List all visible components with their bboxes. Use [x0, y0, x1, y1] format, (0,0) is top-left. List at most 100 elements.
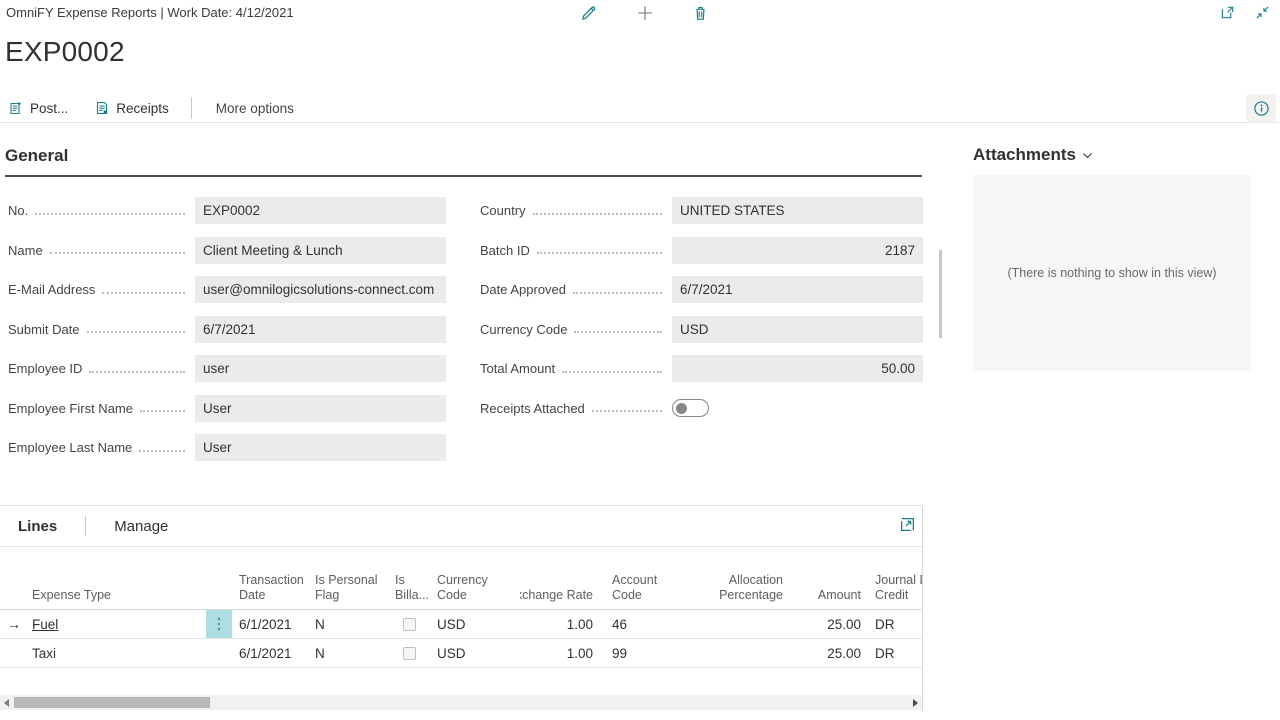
cell-expense-type[interactable]: Taxi [32, 645, 57, 661]
cell-transaction-date[interactable]: 6/1/2021 [239, 645, 292, 661]
cell-transaction-date[interactable]: 6/1/2021 [239, 616, 292, 632]
field-batch-id: Batch ID 2187 [480, 236, 923, 264]
column-header-amount[interactable]: Amount [817, 588, 861, 602]
open-in-new-window-button[interactable] [1218, 3, 1237, 22]
field-employee-id-input[interactable]: user [195, 355, 446, 382]
dotted-leader [562, 365, 662, 373]
more-options-button[interactable]: More options [214, 97, 296, 120]
field-country: Country UNITED STATES [480, 197, 923, 224]
field-batch-id-input[interactable]: 2187 [672, 236, 923, 264]
receipts-button[interactable]: Receipts [92, 96, 171, 120]
info-pane-button[interactable] [1246, 94, 1276, 122]
dotted-leader [532, 207, 662, 215]
field-employee-id: Employee ID user [8, 355, 446, 382]
cell-is-billable[interactable] [388, 639, 430, 667]
general-right-column: Country UNITED STATES Batch ID 2187 Date… [480, 197, 923, 434]
dotted-leader [139, 444, 185, 452]
attachments-header[interactable]: Attachments [973, 145, 1251, 165]
attachments-title: Attachments [973, 145, 1076, 164]
column-header-is-billable[interactable]: Is Billa... [395, 573, 430, 602]
field-date-approved-input[interactable]: 6/7/2021 [672, 276, 923, 303]
new-button[interactable] [634, 2, 656, 24]
field-label: Name [8, 242, 43, 258]
cell-journal-debit-credit[interactable]: DR [875, 645, 895, 661]
field-total-amount-input[interactable]: 50.00 [672, 355, 923, 382]
cell-journal-debit-credit[interactable]: DR [875, 616, 895, 632]
current-row-indicator-icon: → [7, 616, 21, 632]
field-label: No. [8, 203, 29, 218]
collapse-button[interactable] [1253, 3, 1272, 22]
cell-amount[interactable]: 25.00 [827, 616, 861, 632]
cell-allocation-percentage[interactable] [700, 610, 790, 638]
column-header-transaction-date[interactable]: Transaction Date [239, 573, 304, 602]
field-label: Total Amount [480, 361, 556, 376]
field-email-input[interactable]: user@omnilogicsolutions-connect.com [195, 276, 446, 303]
horizontal-scrollbar[interactable] [0, 695, 922, 710]
tab-manage[interactable]: Manage [114, 517, 169, 535]
field-no-input[interactable]: EXP0002 [195, 197, 446, 224]
field-label: Employee Last Name [8, 440, 133, 455]
cell-expense-type[interactable]: Fuel [32, 616, 59, 632]
scroll-left-arrow-icon[interactable] [4, 699, 9, 707]
row-options-button[interactable] [206, 610, 232, 638]
dotted-leader [139, 404, 185, 412]
vertical-scrollbar-thumb[interactable] [939, 250, 942, 338]
column-header-expense-type[interactable]: Expense Type [32, 588, 111, 602]
edit-button[interactable] [578, 2, 600, 24]
header-spacer [206, 573, 232, 609]
column-header-currency-code[interactable]: Currency Code [437, 573, 488, 602]
field-currency-code-input[interactable]: USD [672, 315, 923, 343]
empty-message: (There is nothing to show in this view) [1007, 266, 1217, 280]
field-employee-first-name-input[interactable]: User [195, 394, 446, 422]
receipts-attached-toggle[interactable] [672, 399, 709, 417]
post-button[interactable]: Post... [6, 96, 70, 120]
delete-button[interactable] [690, 2, 711, 24]
dotted-leader [49, 246, 185, 254]
field-label: Employee First Name [8, 400, 133, 416]
cell-currency-code[interactable]: USD [437, 616, 466, 632]
checkbox-unchecked[interactable] [402, 617, 416, 631]
cell-is-billable[interactable] [388, 610, 430, 638]
cell-is-personal-flag[interactable]: N [315, 616, 325, 632]
page-title: EXP0002 [5, 36, 125, 67]
horizontal-scrollbar-thumb[interactable] [14, 697, 210, 708]
field-employee-last-name-input[interactable]: User [195, 434, 446, 461]
cell-is-personal-flag[interactable]: N [315, 645, 325, 661]
cell-account-code[interactable]: 46 [612, 616, 628, 632]
top-bar: OmniFY Expense Reports | Work Date: 4/12… [0, 0, 1280, 28]
cell-account-code[interactable]: 99 [612, 645, 628, 661]
field-submit-date-input[interactable]: 6/7/2021 [195, 315, 446, 343]
tab-divider [85, 516, 87, 536]
focus-mode-button[interactable] [899, 516, 916, 533]
vertical-ellipsis-icon [217, 617, 221, 631]
dotted-leader [102, 286, 185, 294]
breadcrumb[interactable]: OmniFY Expense Reports | Work Date: 4/12… [6, 5, 294, 20]
row-options-button[interactable] [206, 639, 232, 667]
scroll-right-arrow-icon[interactable] [913, 699, 918, 707]
header-spacer [0, 573, 28, 609]
field-receipts-attached: Receipts Attached [480, 395, 923, 422]
field-country-input[interactable]: UNITED STATES [672, 197, 923, 224]
cell-exchange-rate[interactable]: 1.00 [566, 645, 593, 661]
cell-allocation-percentage[interactable] [700, 639, 790, 667]
field-name: Name Client Meeting & Lunch [8, 236, 446, 264]
toggle-knob [676, 402, 687, 414]
tab-lines[interactable]: Lines [18, 517, 58, 535]
column-header-account-code[interactable]: Account Code [612, 573, 658, 602]
cell-currency-code[interactable]: USD [437, 645, 466, 661]
cell-exchange-rate[interactable]: 1.00 [566, 616, 593, 632]
checkbox-unchecked[interactable] [402, 646, 416, 660]
field-no: No. EXP0002 [8, 197, 446, 224]
column-header-exchange-rate[interactable]: Exchange Rate [520, 588, 593, 602]
post-journal-icon [8, 100, 24, 116]
cell-amount[interactable]: 25.00 [827, 645, 861, 661]
column-header-allocation-percentage[interactable]: Allocation Percentage [719, 573, 783, 602]
column-header-is-personal-flag[interactable]: Is Personal Flag [315, 573, 378, 602]
field-total-amount: Total Amount 50.00 [480, 355, 923, 382]
attachments-factbox: Attachments (There is nothing to show in… [973, 145, 1251, 371]
general-section-title[interactable]: General [5, 146, 922, 177]
field-name-input[interactable]: Client Meeting & Lunch [195, 236, 446, 264]
column-header-journal-debit-credit[interactable]: Journal DeCredit [875, 573, 922, 602]
dotted-leader [536, 246, 662, 254]
